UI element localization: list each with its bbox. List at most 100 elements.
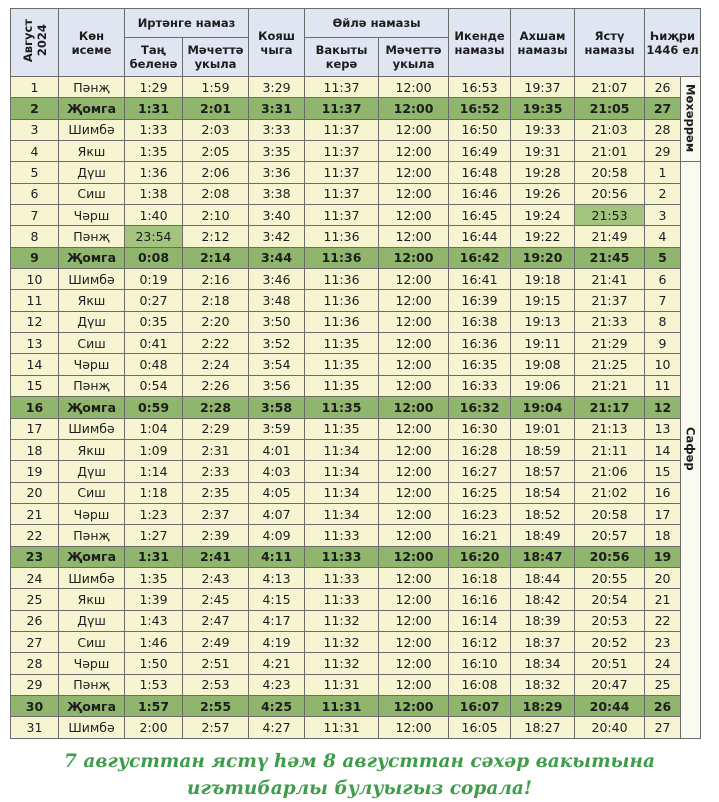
time-cell: 1:04 (124, 417, 183, 440)
time-cell: 16:20 (448, 545, 512, 568)
time-cell: 16:38 (448, 310, 512, 334)
time-cell: 12:00 (378, 438, 450, 462)
time-cell: 1:36 (124, 161, 183, 184)
day-number: 18 (10, 438, 59, 462)
day-number: 10 (10, 268, 59, 291)
time-cell: 11:31 (304, 694, 380, 718)
time-cell: 26 (644, 694, 682, 718)
time-cell: 11:33 (304, 545, 380, 568)
table-row: 21 Чәрш 1:23 2:37 4:07 11:34 12:00 16:23 18:52 20… (10, 502, 701, 526)
time-cell: 12:00 (378, 310, 450, 334)
time-cell: 2:43 (181, 566, 250, 590)
time-cell: 4:27 (248, 716, 306, 739)
time-cell: 21:25 (574, 353, 646, 376)
time-cell: 4:25 (248, 694, 306, 718)
time-cell: 0:48 (124, 353, 183, 376)
table-row: 24 Шимбә 1:35 2:43 4:13 11:33 12:00 16:18 18:44 2… (10, 566, 701, 590)
time-cell: 3:46 (248, 268, 306, 291)
day-number: 4 (10, 140, 59, 163)
time-cell: 11:33 (304, 566, 380, 590)
time-cell: 11:37 (304, 118, 380, 142)
time-cell: 4:07 (248, 502, 306, 526)
time-cell: 19:28 (510, 161, 576, 184)
time-cell: 27 (644, 716, 682, 739)
day-number: 6 (10, 182, 59, 206)
table-header: Август 2024 Көн исеме Иртәнге намаз Кояш… (10, 8, 702, 77)
time-cell: 11:32 (304, 652, 380, 675)
time-cell: 2:31 (181, 438, 250, 462)
time-cell: 11:33 (304, 588, 380, 611)
table-row: 31 Шимбә 2:00 2:57 4:27 11:31 12:00 16:05 18:27 2… (10, 716, 701, 739)
time-cell: 1:59 (181, 75, 250, 99)
time-cell: 12:00 (378, 353, 450, 376)
day-number: 11 (10, 289, 59, 312)
time-cell: 27 (644, 97, 682, 120)
time-cell: 16 (644, 481, 682, 504)
time-cell: 16:36 (448, 332, 512, 355)
time-cell: 19:31 (510, 140, 576, 163)
day-number: 25 (10, 588, 59, 611)
time-cell: 18:59 (510, 438, 576, 462)
time-cell: 12:00 (378, 225, 450, 248)
time-cell: 16:18 (448, 566, 512, 590)
time-cell: 22 (644, 609, 682, 632)
table-row: 20 Сиш 1:18 2:35 4:05 11:34 12:00 16:25 18:54 21:… (10, 481, 701, 504)
time-cell: 19:37 (510, 75, 576, 99)
time-cell: 16:44 (448, 225, 512, 248)
time-cell: 12:00 (378, 161, 450, 184)
time-cell: 1:14 (124, 460, 183, 483)
time-cell: 2:47 (181, 609, 250, 632)
time-cell: 9 (644, 332, 682, 355)
day-number: 5 (10, 161, 59, 184)
time-cell: 1:29 (124, 75, 183, 99)
day-name: Дүш (58, 609, 125, 632)
time-cell: 26 (644, 75, 682, 99)
time-cell: 3:29 (248, 75, 306, 99)
column-header: Мәчеттә укыла (181, 37, 250, 77)
time-cell: 21:41 (574, 268, 646, 291)
time-cell: 16:16 (448, 588, 512, 611)
time-cell: 21:17 (574, 396, 646, 419)
time-cell: 18:39 (510, 609, 576, 632)
time-cell: 16:35 (448, 353, 512, 376)
time-cell: 3:42 (248, 225, 306, 248)
time-cell: 1:38 (124, 182, 183, 206)
time-cell: 20:53 (574, 609, 646, 632)
time-cell: 21:53 (574, 204, 646, 227)
time-cell: 16:21 (448, 524, 512, 547)
time-cell: 18:42 (510, 588, 576, 611)
time-cell: 18:57 (510, 460, 576, 483)
day-number: 15 (10, 374, 59, 398)
time-cell: 11:37 (304, 161, 380, 184)
time-cell: 1:40 (124, 204, 183, 227)
time-cell: 11:31 (304, 716, 380, 739)
time-cell: 19:06 (510, 374, 576, 398)
month-cell: Сафәр (680, 161, 702, 739)
time-cell: 0:19 (124, 268, 183, 291)
time-cell: 4:03 (248, 460, 306, 483)
time-cell: 1 (644, 161, 682, 184)
time-cell: 20:56 (574, 182, 646, 206)
column-header: Кояш чыга (248, 8, 306, 77)
time-cell: 1:43 (124, 609, 183, 632)
time-cell: 2:39 (181, 524, 250, 547)
time-cell: 4:11 (248, 545, 306, 568)
time-cell: 8 (644, 310, 682, 334)
time-cell: 11:35 (304, 332, 380, 355)
time-cell: 2:37 (181, 502, 250, 526)
time-cell: 5 (644, 246, 682, 270)
time-cell: 2:18 (181, 289, 250, 312)
column-header: Ястү намазы (574, 8, 646, 77)
time-cell: 4:13 (248, 566, 306, 590)
time-cell: 2:14 (181, 246, 250, 270)
time-cell: 7 (644, 289, 682, 312)
table-row: 27 Сиш 1:46 2:49 4:19 11:32 12:00 16:12 18:37 20:… (10, 630, 701, 654)
time-cell: 2:03 (181, 118, 250, 142)
column-header: Таң беленә (124, 37, 183, 77)
time-cell: 2:29 (181, 417, 250, 440)
time-cell: 11:37 (304, 97, 380, 120)
time-cell: 16:53 (448, 75, 512, 99)
time-cell: 18:47 (510, 545, 576, 568)
time-cell: 2:12 (181, 225, 250, 248)
time-cell: 16:41 (448, 268, 512, 291)
